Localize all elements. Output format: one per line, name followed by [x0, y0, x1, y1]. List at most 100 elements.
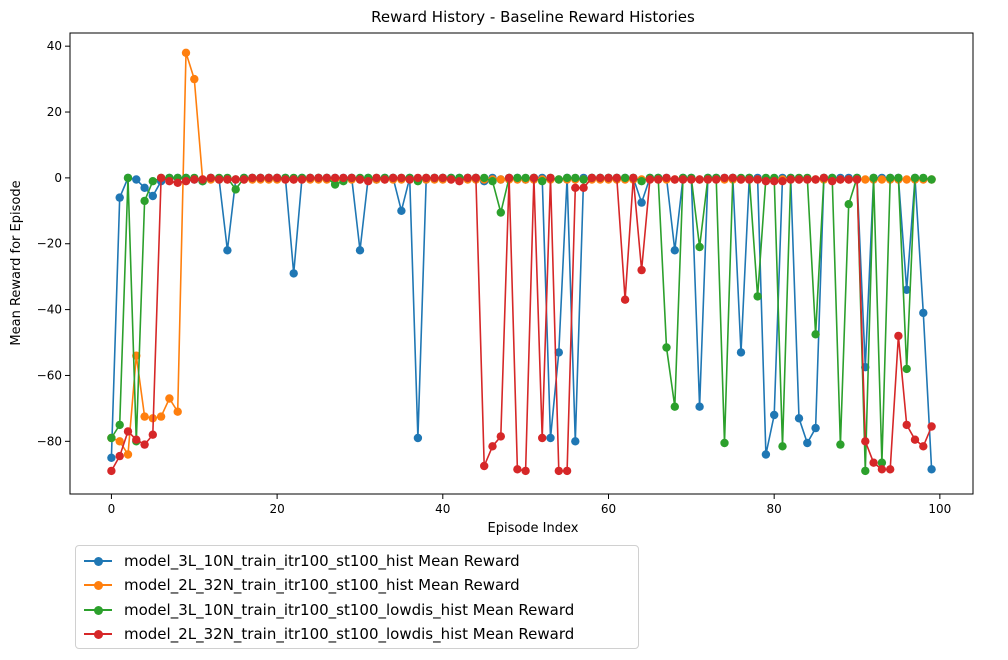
data-point — [778, 177, 787, 186]
legend-label: model_2L_32N_train_itr100_st100_hist Mea… — [124, 576, 520, 594]
legend-label: model_3L_10N_train_itr100_st100_hist Mea… — [124, 552, 520, 570]
data-point — [123, 450, 133, 459]
data-point — [297, 175, 307, 184]
data-point — [206, 173, 215, 183]
data-point — [902, 420, 911, 430]
data-point — [107, 453, 116, 462]
data-point — [786, 175, 795, 184]
data-point — [836, 175, 845, 184]
legend-marker — [94, 581, 103, 590]
data-point — [637, 265, 646, 275]
data-point — [455, 177, 464, 186]
data-point — [770, 410, 779, 420]
series-layer — [107, 48, 936, 476]
data-point — [248, 173, 257, 183]
data-point — [612, 173, 621, 183]
data-point — [803, 438, 812, 448]
legend-item: model_3L_10N_train_itr100_st100_lowdis_h… — [76, 598, 574, 622]
data-point — [355, 175, 365, 184]
data-point — [538, 177, 547, 186]
data-point — [662, 343, 671, 352]
y-tick-label: −40 — [37, 303, 62, 317]
data-point — [513, 465, 522, 474]
data-point — [927, 175, 936, 184]
x-tick-label: 20 — [269, 502, 284, 516]
data-point — [844, 175, 853, 184]
data-point — [828, 177, 837, 186]
data-point — [115, 437, 124, 446]
data-point — [355, 246, 365, 255]
data-point — [662, 173, 671, 183]
data-point — [670, 246, 679, 255]
data-point — [894, 173, 903, 183]
data-point — [546, 433, 555, 443]
data-point — [314, 173, 323, 183]
series-line — [110, 177, 932, 471]
data-point — [214, 175, 224, 184]
legend-label: model_3L_10N_train_itr100_st100_lowdis_h… — [124, 601, 575, 619]
data-point — [919, 173, 928, 183]
data-point — [123, 173, 133, 183]
data-point — [132, 435, 141, 444]
data-point — [927, 422, 936, 431]
y-tick-label: 20 — [47, 105, 62, 119]
data-point — [596, 173, 605, 183]
data-point — [803, 175, 812, 184]
data-point — [554, 175, 563, 184]
data-point — [877, 465, 887, 474]
data-point — [123, 427, 133, 436]
data-point — [430, 173, 439, 183]
data-point — [927, 465, 936, 474]
data-point — [877, 458, 887, 467]
data-point — [753, 175, 762, 184]
data-point — [695, 242, 704, 252]
data-point — [910, 173, 920, 183]
data-point — [496, 432, 505, 441]
x-tick-label: 80 — [767, 502, 782, 516]
data-point — [107, 433, 116, 443]
data-point — [861, 466, 870, 476]
series-4 — [107, 173, 936, 476]
data-point — [115, 451, 124, 461]
data-point — [852, 175, 862, 184]
data-point — [132, 175, 141, 184]
data-point — [488, 177, 497, 186]
legend-swatch-series-4 — [84, 622, 124, 646]
data-point — [397, 173, 406, 183]
data-point — [289, 175, 298, 184]
data-point — [620, 173, 630, 183]
data-point — [480, 461, 489, 471]
data-point — [877, 175, 887, 184]
plot-frame — [69, 32, 974, 495]
data-point — [720, 173, 729, 183]
data-point — [836, 440, 845, 449]
data-point — [703, 175, 713, 184]
data-point — [190, 74, 199, 84]
data-point — [330, 173, 340, 183]
legend-label: model_2L_32N_train_itr100_st100_lowdis_h… — [124, 625, 575, 643]
data-point — [869, 173, 878, 183]
data-point — [712, 175, 721, 184]
data-point — [496, 175, 505, 184]
data-point — [446, 175, 456, 184]
data-point — [894, 331, 903, 341]
data-point — [140, 440, 149, 449]
data-point — [562, 466, 572, 476]
data-point — [231, 185, 240, 194]
data-point — [902, 364, 911, 374]
data-point — [107, 466, 116, 476]
x-tick-label: 60 — [601, 502, 616, 516]
data-point — [637, 177, 646, 186]
legend-swatch-series-2 — [84, 573, 124, 597]
data-point — [504, 173, 514, 183]
data-point — [165, 177, 174, 186]
data-point — [223, 175, 232, 184]
data-point — [811, 175, 820, 184]
data-point — [388, 173, 398, 183]
data-point — [140, 412, 149, 421]
data-point — [761, 177, 771, 186]
data-point — [140, 196, 149, 206]
data-point — [579, 175, 588, 184]
data-point — [264, 173, 273, 183]
legend-marker — [94, 630, 103, 639]
